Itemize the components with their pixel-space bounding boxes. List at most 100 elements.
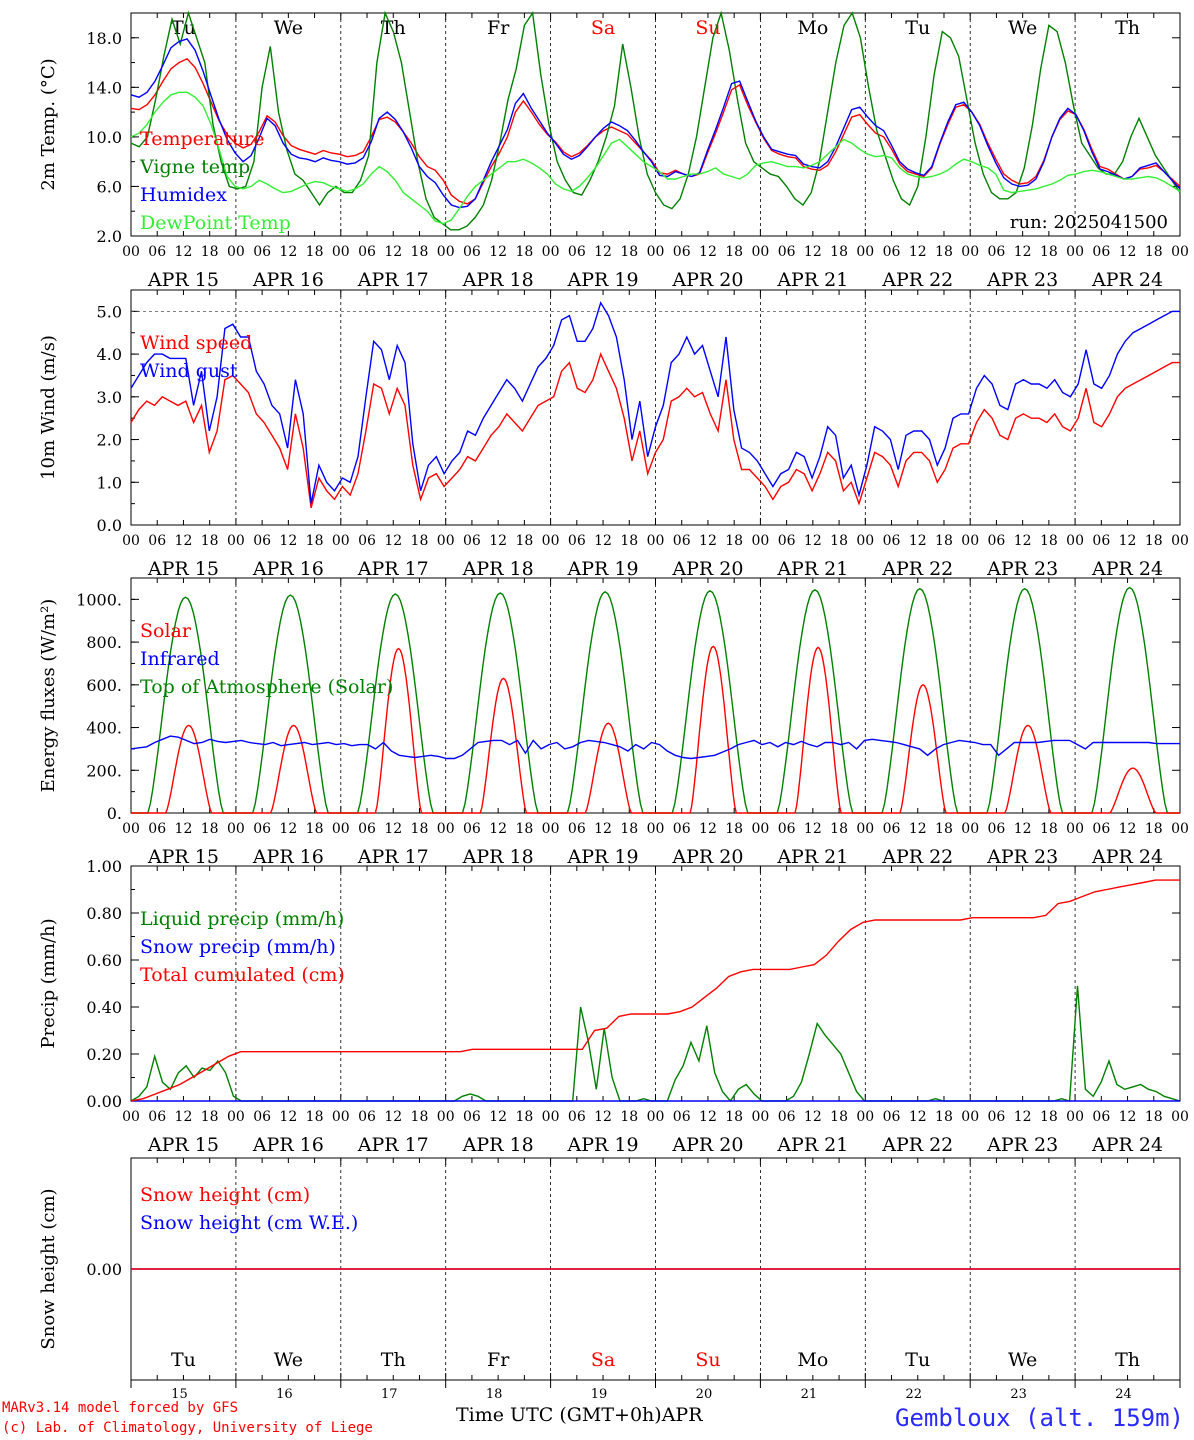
date-label: APR 23 [986,846,1058,868]
date-label: APR 21 [776,846,848,868]
legend-entry: Solar [140,620,192,642]
toa-solar-line [131,586,1180,814]
day-name-top: Tu [905,17,930,39]
hour-label: 12 [384,533,402,549]
hour-label: 12 [384,244,402,260]
hour-label: 06 [463,1109,481,1125]
hour-label: 00 [122,244,140,260]
y-tick-label: 400. [86,719,122,738]
y-tick-label: 2.0 [97,227,122,246]
hour-label: 12 [909,1109,927,1125]
date-label: APR 21 [776,1134,848,1156]
hour-label: 06 [148,821,166,837]
hour-label: 12 [1119,821,1137,837]
legend-entry: Temperature [140,128,264,150]
hour-label: 00 [961,1109,979,1125]
hour-label: 06 [253,533,271,549]
legend-entry: Wind speed [140,332,252,354]
hour-label: 18 [830,1109,848,1125]
hour-label: 00 [647,821,665,837]
hour-label: 18 [620,244,638,260]
hour-label: 00 [227,533,245,549]
hour-label: 00 [437,821,455,837]
hour-label: 00 [122,821,140,837]
day-number: 20 [696,1387,713,1402]
hour-label: 00 [961,533,979,549]
date-label: APR 16 [252,269,324,291]
date-label: APR 18 [462,558,534,580]
hour-label: 18 [515,821,533,837]
hour-label: 06 [358,821,376,837]
hour-label: 18 [306,1109,324,1125]
hour-label: 12 [1014,1109,1032,1125]
hour-label: 12 [384,821,402,837]
date-label: APR 23 [986,1134,1058,1156]
y-tick-label: 14.0 [86,78,122,97]
hour-label: 06 [988,821,1006,837]
y-tick-label: 1.0 [97,473,122,492]
hour-label: 12 [175,533,193,549]
hour-label: 00 [437,533,455,549]
date-label: APR 15 [147,1134,219,1156]
hour-label: 12 [699,244,717,260]
wind-series-line [130,352,1180,509]
hour-label: 06 [673,244,691,260]
hour-label: 06 [358,1109,376,1125]
infrared-line [130,735,1180,760]
hour-label: 18 [1145,244,1163,260]
hour-label: 18 [201,1109,219,1125]
date-label: APR 18 [462,846,534,868]
x-axis-month: APR [661,1404,703,1426]
hour-label: 06 [1092,821,1110,837]
hour-label: 12 [175,244,193,260]
hour-label: 00 [542,244,560,260]
y-tick-label: 2.0 [97,431,122,450]
hour-label: 06 [883,1109,901,1125]
model-credit-text: MARv3.14 model forced by GFS [2,1400,239,1416]
hour-label: 00 [122,533,140,549]
legend-entry: Top of Atmosphere (Solar) [140,676,393,698]
y-axis-label: Snow height (cm) [38,1188,59,1349]
day-number: 23 [1010,1387,1027,1402]
hour-label: 06 [1092,244,1110,260]
hour-label: 18 [201,244,219,260]
date-label: APR 16 [252,846,324,868]
hour-label: 06 [148,1109,166,1125]
day-name-top: Th [1115,17,1140,39]
legend-entry: Snow height (cm) [140,1184,310,1206]
legend-entry: Humidex [140,184,227,206]
y-tick-label: 0.00 [86,1092,122,1111]
hour-label: 18 [620,1109,638,1125]
hour-label: 06 [883,533,901,549]
hour-label: 06 [673,533,691,549]
legend-entry: Wind gust [140,360,238,382]
hour-label: 00 [647,1109,665,1125]
hour-label: 18 [1145,1109,1163,1125]
hour-label: 06 [148,244,166,260]
date-label: APR 20 [671,558,743,580]
date-label: APR 16 [252,1134,324,1156]
hour-label: 12 [804,821,822,837]
station-name: Gembloux (alt. 159m) [895,1404,1184,1432]
date-label: APR 19 [567,269,639,291]
day-number: 16 [276,1387,293,1402]
temp-series-line [130,57,1181,205]
day-name-top: We [1008,17,1037,39]
y-tick-label: 0.40 [86,998,122,1017]
hour-label: 18 [725,244,743,260]
hour-label: 12 [175,821,193,837]
hour-label: 18 [1040,1109,1058,1125]
hour-label: 12 [489,244,507,260]
hour-label: 12 [804,1109,822,1125]
date-label: APR 24 [1091,846,1163,868]
hour-label: 18 [830,821,848,837]
hour-label: 00 [647,244,665,260]
legend-entry: Liquid precip (mm/h) [140,908,344,930]
y-tick-label: 0.60 [86,951,122,970]
hour-label: 18 [411,821,429,837]
day-name-bottom: Th [1115,1349,1140,1371]
date-label: APR 24 [1091,269,1163,291]
date-label: APR 17 [357,1134,429,1156]
hour-label: 00 [332,821,350,837]
